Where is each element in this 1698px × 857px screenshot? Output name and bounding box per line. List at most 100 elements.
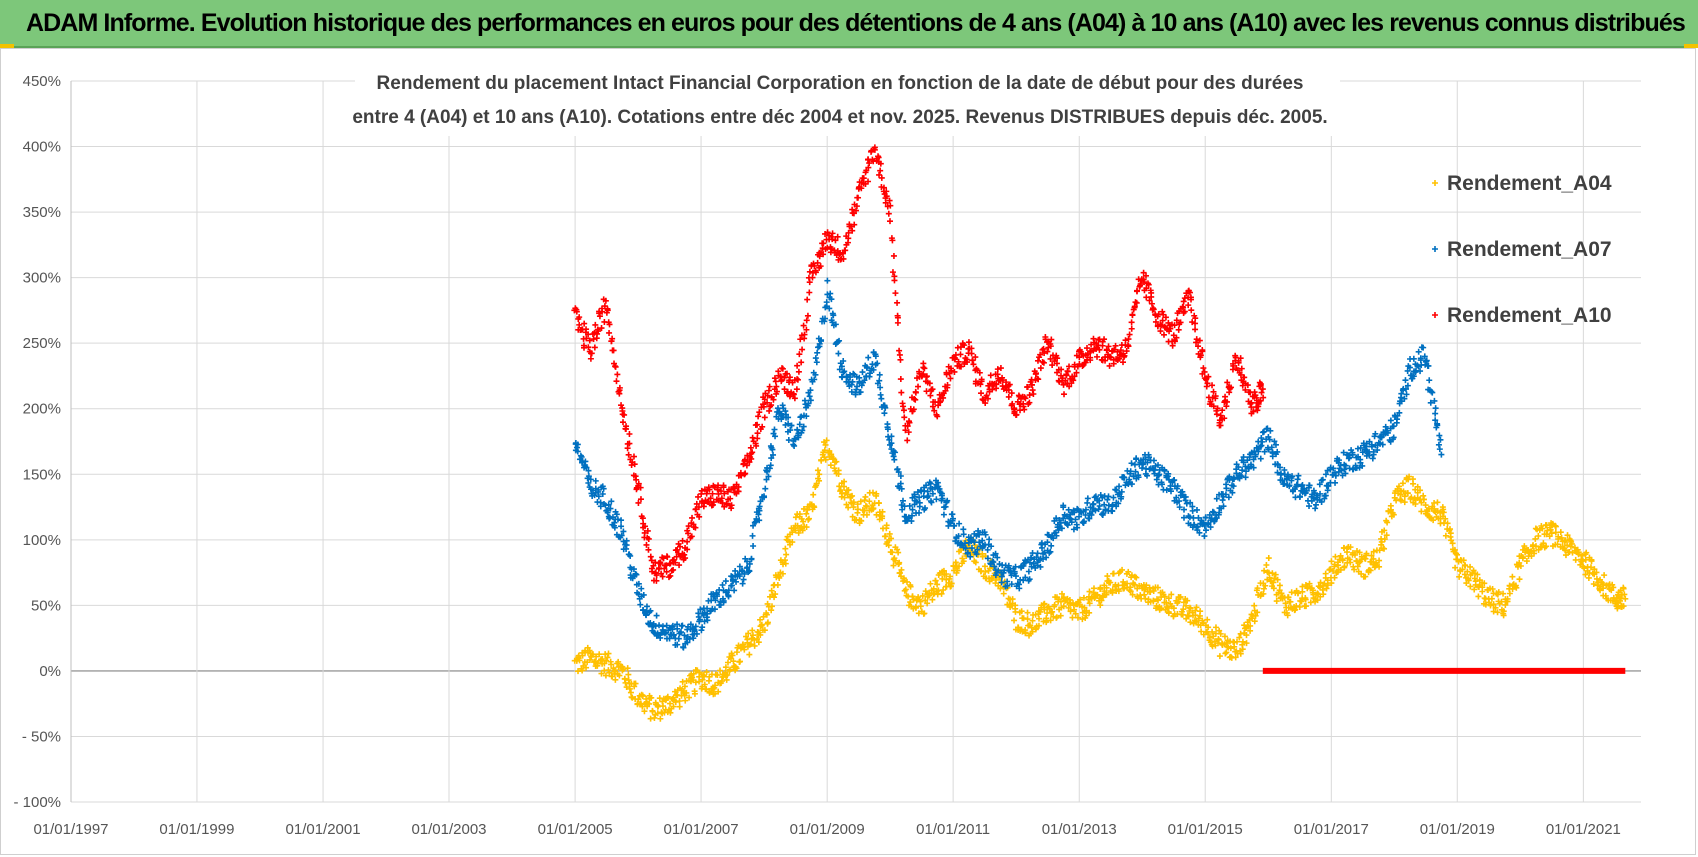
point-Rendement_A10 <box>1247 400 1254 407</box>
point-Rendement_A07 <box>1026 559 1033 566</box>
point-Rendement_A10 <box>679 537 686 544</box>
point-Rendement_A10 <box>664 554 671 561</box>
point-Rendement_A10 <box>811 262 818 269</box>
point-Rendement_A10 <box>891 273 898 280</box>
point-Rendement_A10 <box>755 413 762 420</box>
point-Rendement_A07 <box>1239 467 1246 474</box>
point-Rendement_A04 <box>1115 588 1122 595</box>
point-Rendement_A10 <box>1096 346 1103 353</box>
y-tick-label: 200% <box>23 401 61 418</box>
point-Rendement_A10 <box>1250 408 1257 415</box>
point-Rendement_A07 <box>895 469 902 476</box>
point-Rendement_A07 <box>872 353 879 360</box>
point-Rendement_A10 <box>709 490 716 497</box>
point-Rendement_A04 <box>898 566 905 573</box>
point-Rendement_A04 <box>1358 553 1365 560</box>
point-Rendement_A04 <box>858 517 865 524</box>
point-Rendement_A04 <box>623 684 630 691</box>
point-Rendement_A07 <box>638 585 645 592</box>
point-Rendement_A04 <box>1451 546 1458 553</box>
point-Rendement_A04 <box>724 659 731 666</box>
point-Rendement_A04 <box>651 714 658 721</box>
point-Rendement_A04 <box>1343 549 1350 556</box>
point-Rendement_A07 <box>1202 514 1209 521</box>
chart-frame <box>0 48 1696 855</box>
point-Rendement_A07 <box>725 592 732 599</box>
point-Rendement_A04 <box>823 437 830 444</box>
point-Rendement_A04 <box>712 682 719 689</box>
point-Rendement_A10 <box>685 523 692 530</box>
x-tick-label: 01/01/1997 <box>33 821 108 838</box>
point-Rendement_A10 <box>783 390 790 397</box>
point-Rendement_A07 <box>722 578 729 585</box>
point-Rendement_A07 <box>1070 507 1077 514</box>
point-Rendement_A04 <box>615 658 622 665</box>
point-Rendement_A07 <box>697 606 704 613</box>
point-Rendement_A04 <box>779 570 786 577</box>
point-Rendement_A10 <box>576 314 583 321</box>
legend: Rendement_A04 Rendement_A07 Rendement_A10 <box>1432 172 1612 327</box>
point-Rendement_A10 <box>1217 422 1224 429</box>
point-Rendement_A04 <box>841 494 848 501</box>
point-Rendement_A04 <box>892 557 899 564</box>
point-Rendement_A07 <box>1387 417 1394 424</box>
point-Rendement_A10 <box>591 344 598 351</box>
point-Rendement_A04 <box>1444 520 1451 527</box>
point-Rendement_A10 <box>904 437 911 444</box>
point-Rendement_A04 <box>1581 565 1588 572</box>
point-Rendement_A07 <box>916 509 923 516</box>
point-Rendement_A04 <box>763 611 770 618</box>
point-Rendement_A04 <box>1373 559 1380 566</box>
point-Rendement_A10 <box>635 480 642 487</box>
point-Rendement_A10 <box>621 411 628 418</box>
point-Rendement_A04 <box>1487 602 1494 609</box>
point-Rendement_A04 <box>1094 591 1101 598</box>
point-Rendement_A10 <box>624 445 631 452</box>
point-Rendement_A10 <box>965 339 972 346</box>
point-Rendement_A07 <box>674 621 681 628</box>
point-Rendement_A07 <box>1073 521 1080 528</box>
point-Rendement_A07 <box>712 597 719 604</box>
point-Rendement_A07 <box>787 427 794 434</box>
point-Rendement_A07 <box>1229 489 1236 496</box>
point-Rendement_A04 <box>1422 502 1429 509</box>
point-Rendement_A07 <box>984 546 991 553</box>
point-Rendement_A04 <box>606 669 613 676</box>
point-Rendement_A07 <box>746 560 753 567</box>
point-Rendement_A04 <box>676 698 683 705</box>
point-Rendement_A10 <box>978 376 985 383</box>
legend-marker-Rendement_A07 <box>1432 246 1438 252</box>
point-Rendement_A07 <box>1244 457 1251 464</box>
point-Rendement_A04 <box>1582 556 1589 563</box>
point-Rendement_A04 <box>596 651 603 658</box>
point-Rendement_A04 <box>1502 601 1509 608</box>
point-Rendement_A07 <box>748 556 755 563</box>
x-tick-label: 01/01/2011 <box>916 821 990 838</box>
point-Rendement_A04 <box>1582 571 1589 578</box>
point-Rendement_A10 <box>1259 386 1266 393</box>
point-Rendement_A04 <box>1568 540 1575 547</box>
point-Rendement_A04 <box>940 587 947 594</box>
point-Rendement_A10 <box>820 251 827 258</box>
point-Rendement_A04 <box>1193 604 1200 611</box>
point-Rendement_A04 <box>870 505 877 512</box>
point-Rendement_A04 <box>1376 557 1383 564</box>
point-Rendement_A07 <box>757 498 764 505</box>
point-Rendement_A07 <box>719 582 726 589</box>
point-Rendement_A04 <box>586 647 593 654</box>
point-Rendement_A07 <box>1398 390 1405 397</box>
point-Rendement_A07 <box>1366 452 1373 459</box>
point-Rendement_A10 <box>839 250 846 257</box>
point-Rendement_A07 <box>1144 459 1151 466</box>
point-Rendement_A04 <box>845 504 852 511</box>
point-Rendement_A07 <box>1436 432 1443 439</box>
point-Rendement_A04 <box>1041 600 1048 607</box>
point-Rendement_A07 <box>1174 483 1181 490</box>
point-Rendement_A07 <box>850 370 857 377</box>
point-Rendement_A04 <box>1239 638 1246 645</box>
point-Rendement_A04 <box>1133 574 1140 581</box>
point-Rendement_A07 <box>865 354 872 361</box>
point-Rendement_A10 <box>1041 350 1048 357</box>
point-Rendement_A10 <box>1137 282 1144 289</box>
point-Rendement_A04 <box>904 578 911 585</box>
